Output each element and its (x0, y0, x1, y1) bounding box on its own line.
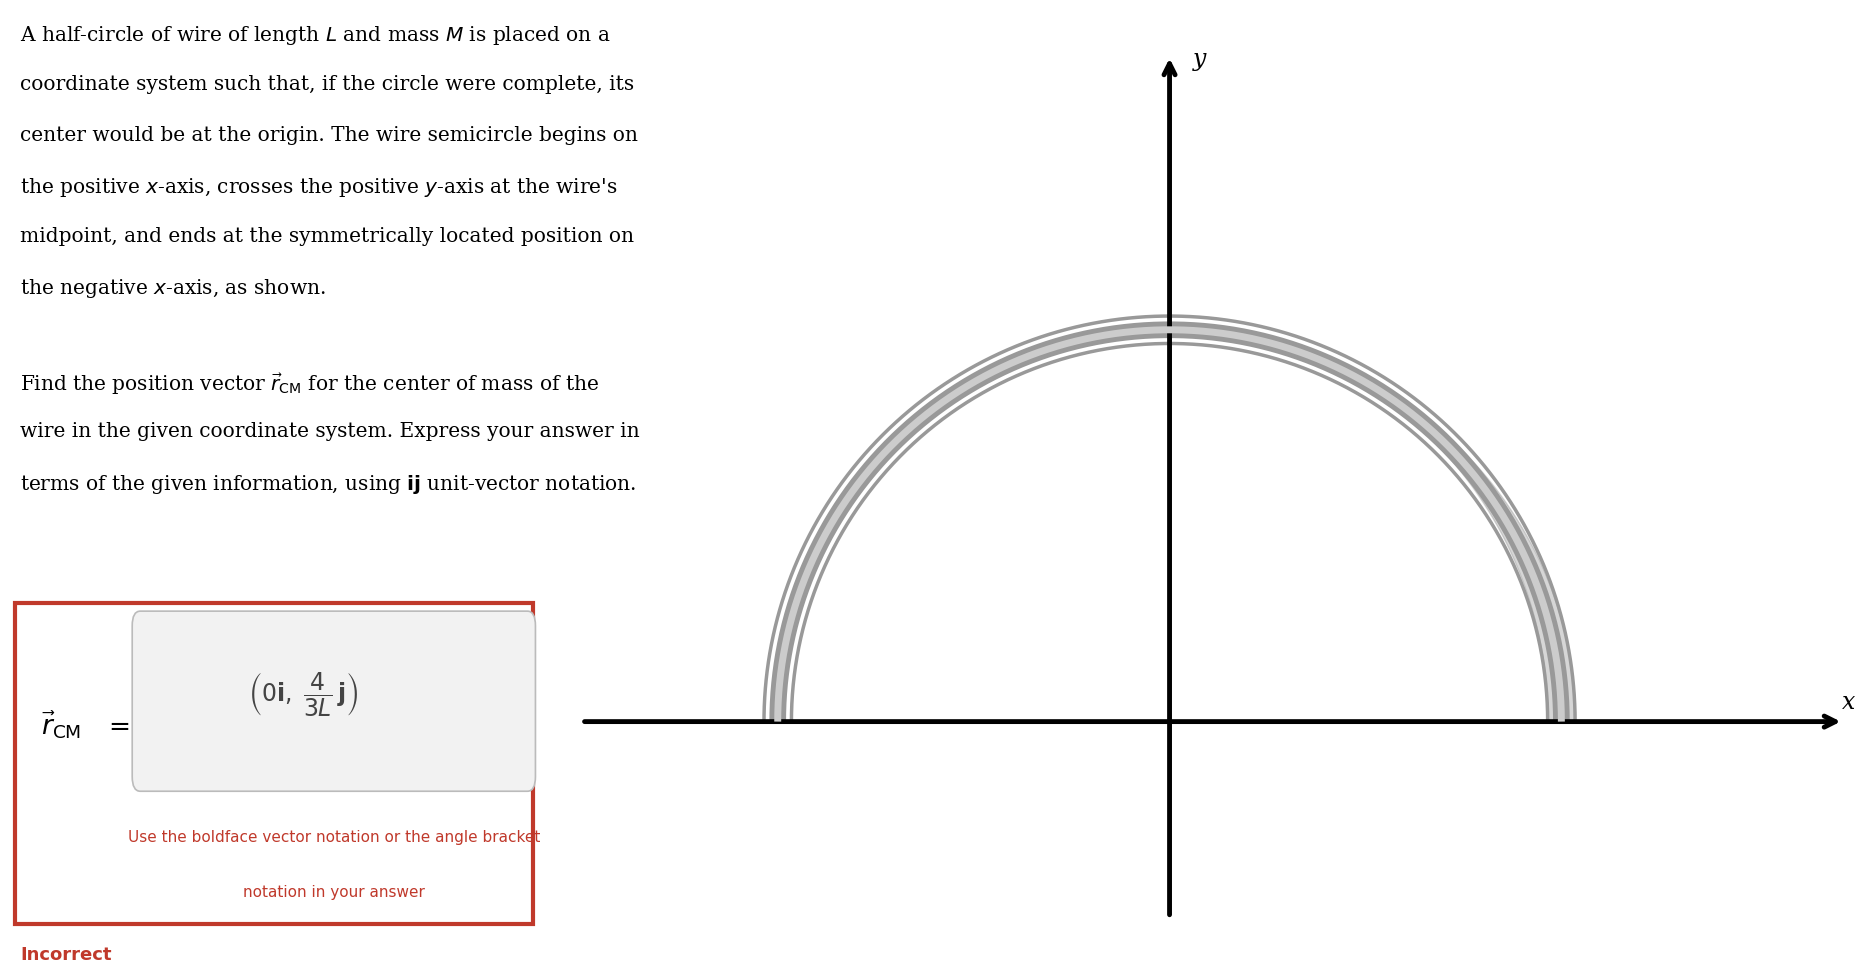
Text: $\left(0\mathbf{i},\;\dfrac{4}{3L}\,\mathbf{j}\right)$: $\left(0\mathbf{i},\;\dfrac{4}{3L}\,\mat… (247, 669, 358, 718)
Text: the positive $x$-axis, crosses the positive $y$-axis at the wire's: the positive $x$-axis, crosses the posit… (21, 176, 618, 199)
Text: Find the position vector $\vec{r}_{\mathrm{CM}}$ for the center of mass of the: Find the position vector $\vec{r}_{\math… (21, 372, 599, 397)
Text: $\vec{r}_{\mathrm{CM}}$: $\vec{r}_{\mathrm{CM}}$ (41, 709, 82, 741)
FancyBboxPatch shape (15, 603, 532, 924)
Text: y: y (1193, 48, 1206, 71)
Text: center would be at the origin. The wire semicircle begins on: center would be at the origin. The wire … (21, 126, 637, 145)
Text: Use the boldface vector notation or the angle bracket: Use the boldface vector notation or the … (127, 830, 539, 846)
Text: midpoint, and ends at the symmetrically located position on: midpoint, and ends at the symmetrically … (21, 227, 633, 246)
Text: A half-circle of wire of length $L$ and mass $M$ is placed on a: A half-circle of wire of length $L$ and … (21, 24, 611, 48)
Text: x: x (1841, 691, 1854, 714)
Text: coordinate system such that, if the circle were complete, its: coordinate system such that, if the circ… (21, 75, 633, 94)
Text: Incorrect: Incorrect (21, 946, 112, 963)
Text: $=$: $=$ (103, 713, 129, 738)
Text: terms of the given information, using $\mathbf{ij}$ unit-vector notation.: terms of the given information, using $\… (21, 473, 637, 496)
Text: notation in your answer: notation in your answer (243, 884, 425, 900)
Text: wire in the given coordinate system. Express your answer in: wire in the given coordinate system. Exp… (21, 422, 639, 442)
Text: the negative $x$-axis, as shown.: the negative $x$-axis, as shown. (21, 277, 326, 301)
FancyBboxPatch shape (133, 611, 536, 791)
